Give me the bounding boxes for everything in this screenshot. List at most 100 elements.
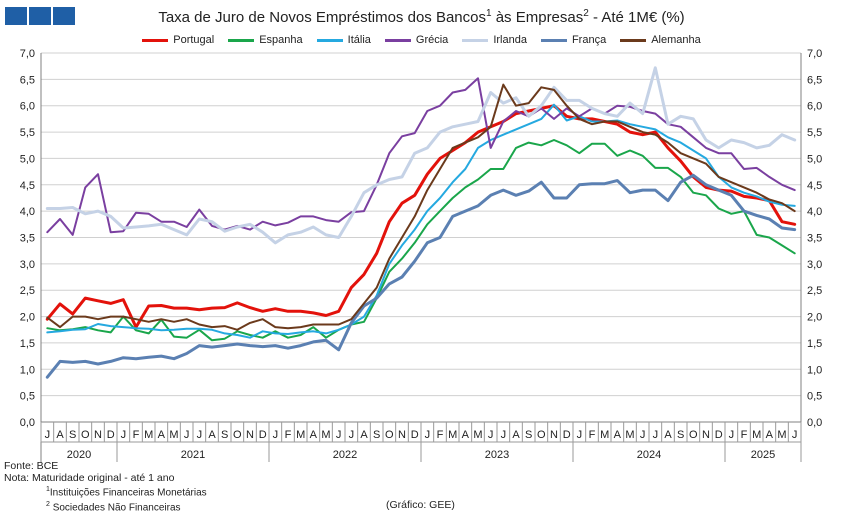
year-label: 2022 bbox=[333, 449, 357, 461]
x-tick-label: M bbox=[777, 429, 786, 441]
y-tick-label-right: 0,0 bbox=[807, 417, 822, 429]
y-tick-label-left: 5,5 bbox=[20, 127, 35, 139]
legend-item: Itália bbox=[316, 34, 371, 46]
x-tick-label: N bbox=[702, 429, 710, 441]
footnote-1: 1Instituições Financeiras Monetárias bbox=[46, 486, 207, 499]
y-tick-label-right: 6,0 bbox=[807, 101, 822, 113]
x-tick-label: M bbox=[600, 429, 609, 441]
x-tick-label: N bbox=[94, 429, 102, 441]
x-tick-label: J bbox=[349, 429, 355, 441]
y-tick-label-right: 0,5 bbox=[807, 391, 822, 403]
x-tick-label: J bbox=[577, 429, 583, 441]
x-tick-label: N bbox=[398, 429, 406, 441]
x-tick-label: A bbox=[208, 429, 216, 441]
y-tick-label-right: 7,0 bbox=[807, 48, 822, 60]
chart-title: Taxa de Juro de Novos Empréstimos dos Ba… bbox=[158, 8, 685, 26]
series-line-irlanda bbox=[45, 66, 797, 245]
x-tick-label: O bbox=[81, 429, 90, 441]
series-line-frança bbox=[45, 173, 797, 379]
y-tick-label-right: 6,5 bbox=[807, 74, 822, 86]
y-tick-label-right: 1,0 bbox=[807, 364, 822, 376]
legend-label: Portugal bbox=[173, 34, 215, 46]
year-label: 2020 bbox=[67, 449, 91, 461]
x-tick-label: F bbox=[285, 429, 292, 441]
chart-legend: Portugal Espanha Itália Grécia Irlanda França… bbox=[0, 34, 843, 46]
x-tick-label: A bbox=[512, 429, 520, 441]
chart-notes: Fonte: BCE Nota: Maturidade original - a… bbox=[4, 460, 207, 515]
y-tick-label-right: 2,0 bbox=[807, 312, 822, 324]
year-label: 2021 bbox=[181, 449, 205, 461]
x-tick-label: A bbox=[462, 429, 470, 441]
x-tick-label: J bbox=[501, 429, 507, 441]
series-line-espanha bbox=[46, 139, 796, 342]
x-tick-label: A bbox=[310, 429, 318, 441]
chart-credit: (Gráfico: GEE) bbox=[386, 499, 455, 511]
y-tick-label-right: 5,5 bbox=[807, 127, 822, 139]
series-line-portugal bbox=[45, 104, 797, 329]
y-tick-label-right: 2,5 bbox=[807, 285, 822, 297]
x-tick-label: A bbox=[614, 429, 622, 441]
y-tick-label-left: 4,0 bbox=[20, 206, 35, 218]
y-tick-label-left: 1,0 bbox=[20, 364, 35, 376]
year-label: 2023 bbox=[485, 449, 509, 461]
legend-swatch bbox=[142, 38, 169, 42]
footnote-2: 2 Sociedades Não Financeiras bbox=[46, 501, 181, 514]
x-tick-label: O bbox=[385, 429, 394, 441]
maturity-note: Nota: Maturidade original - até 1 ano bbox=[4, 472, 175, 484]
x-tick-label: J bbox=[336, 429, 342, 441]
x-tick-label: J bbox=[729, 429, 735, 441]
y-tick-label-right: 4,0 bbox=[807, 206, 822, 218]
y-tick-label-left: 6,5 bbox=[20, 74, 35, 86]
legend-label: Alemanha bbox=[651, 34, 701, 46]
y-tick-label-right: 3,0 bbox=[807, 259, 822, 271]
x-tick-label: J bbox=[197, 429, 203, 441]
x-tick-label: O bbox=[689, 429, 698, 441]
x-tick-label: J bbox=[45, 429, 51, 441]
x-tick-label: D bbox=[411, 429, 419, 441]
x-tick-label: S bbox=[677, 429, 684, 441]
x-tick-label: M bbox=[473, 429, 482, 441]
legend-swatch bbox=[462, 38, 489, 42]
x-tick-label: M bbox=[625, 429, 634, 441]
y-tick-label-left: 2,5 bbox=[20, 285, 35, 297]
logo-block bbox=[29, 7, 51, 25]
x-tick-label: A bbox=[158, 429, 166, 441]
y-tick-label-left: 6,0 bbox=[20, 101, 35, 113]
x-tick-label: O bbox=[233, 429, 242, 441]
x-tick-label: F bbox=[741, 429, 748, 441]
legend-swatch bbox=[228, 38, 255, 42]
x-tick-label: J bbox=[653, 429, 659, 441]
x-tick-label: D bbox=[107, 429, 115, 441]
y-tick-label-left: 2,0 bbox=[20, 312, 35, 324]
legend-item: Grécia bbox=[384, 34, 448, 46]
x-tick-label: D bbox=[259, 429, 267, 441]
y-tick-label-left: 1,5 bbox=[20, 338, 35, 350]
x-tick-label: M bbox=[752, 429, 761, 441]
series-line-alemanha bbox=[46, 83, 796, 331]
x-tick-label: J bbox=[792, 429, 798, 441]
legend-swatch bbox=[540, 38, 567, 42]
x-tick-label: D bbox=[715, 429, 723, 441]
x-tick-label: A bbox=[664, 429, 672, 441]
legend-swatch bbox=[384, 38, 411, 42]
x-tick-label: M bbox=[144, 429, 153, 441]
bank-logo bbox=[5, 7, 75, 25]
legend-item: França bbox=[540, 34, 606, 46]
logo-block bbox=[5, 7, 27, 25]
x-tick-label: M bbox=[296, 429, 305, 441]
y-tick-label-left: 3,5 bbox=[20, 233, 35, 245]
y-tick-label-left: 5,0 bbox=[20, 153, 35, 165]
y-tick-label-right: 4,5 bbox=[807, 180, 822, 192]
y-tick-label-right: 3,5 bbox=[807, 233, 822, 245]
y-tick-label-left: 0,5 bbox=[20, 391, 35, 403]
x-tick-label: J bbox=[640, 429, 646, 441]
x-tick-label: N bbox=[550, 429, 558, 441]
legend-item: Portugal bbox=[142, 34, 214, 46]
y-tick-label-left: 4,5 bbox=[20, 180, 35, 192]
y-tick-label-left: 7,0 bbox=[20, 48, 35, 60]
legend-item: Espanha bbox=[228, 34, 303, 46]
x-tick-label: M bbox=[169, 429, 178, 441]
source-note: Fonte: BCE bbox=[4, 460, 59, 472]
x-tick-label: A bbox=[56, 429, 64, 441]
